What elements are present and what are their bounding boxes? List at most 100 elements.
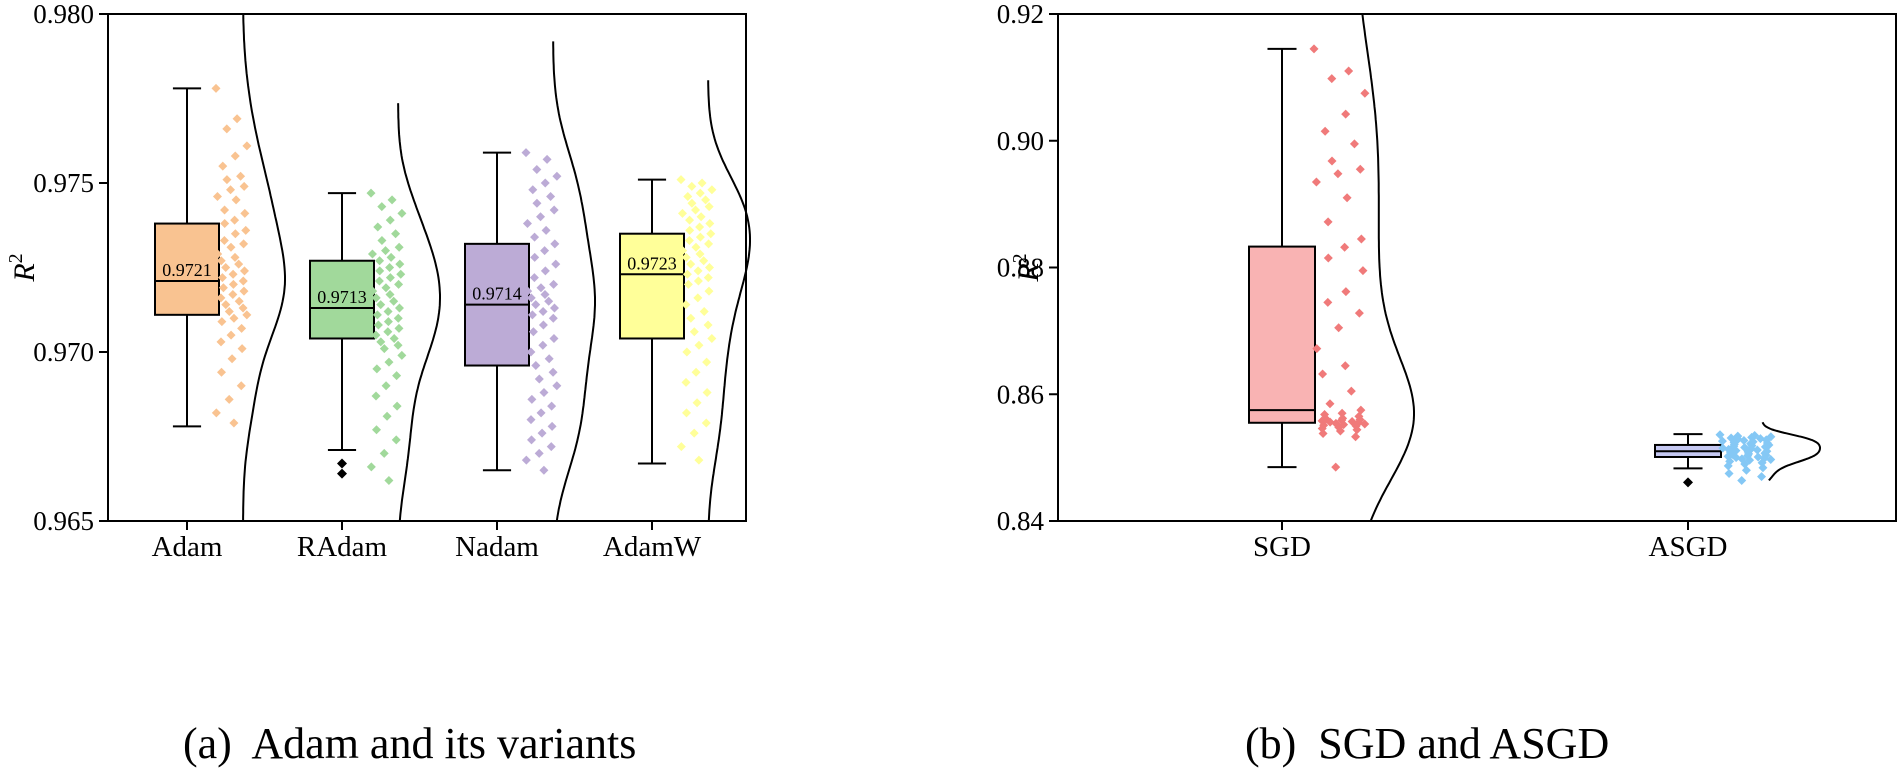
data-point: [220, 205, 230, 215]
data-point: [387, 195, 397, 205]
data-point: [541, 225, 551, 235]
data-point: [1320, 126, 1330, 136]
median-label: 0.9723: [627, 253, 677, 273]
data-point: [1333, 169, 1343, 179]
data-point: [224, 394, 234, 404]
data-point: [686, 259, 696, 269]
data-point: [534, 448, 544, 458]
data-point: [237, 344, 247, 354]
series-adamw: AdamW 0.9723: [603, 80, 751, 563]
data-point: [546, 192, 556, 202]
data-point: [379, 448, 389, 458]
data-point: [216, 293, 226, 303]
data-point: [1335, 426, 1345, 436]
outlier-point: [337, 458, 347, 469]
data-point: [536, 408, 546, 418]
data-point: [521, 455, 531, 465]
density-curve: [1761, 421, 1821, 482]
data-point: [367, 249, 377, 259]
data-point: [238, 276, 248, 286]
y-tick-label: 0.975: [33, 168, 94, 198]
series-nadam: Nadam 0.9714: [455, 41, 596, 563]
data-point: [538, 340, 548, 350]
data-point: [1358, 266, 1368, 276]
data-point: [532, 164, 542, 174]
data-point: [1360, 88, 1370, 98]
data-point: [1327, 156, 1337, 166]
data-point: [1344, 66, 1354, 76]
data-point: [1327, 74, 1337, 84]
data-point: [1342, 193, 1352, 203]
data-point: [396, 269, 406, 279]
data-point: [230, 151, 240, 161]
data-point: [241, 225, 251, 235]
data-point: [234, 296, 244, 306]
y-tick-label: 0.970: [33, 337, 94, 367]
data-point: [1346, 386, 1356, 396]
data-point: [1740, 459, 1750, 469]
data-point: [696, 212, 706, 222]
data-point: [371, 330, 381, 340]
data-point: [694, 340, 704, 350]
y-tick-label: 0.86: [997, 379, 1044, 409]
data-point: [239, 239, 249, 249]
data-point: [372, 364, 382, 374]
y-axis-label: R2: [1009, 253, 1045, 282]
data-point: [701, 418, 711, 428]
data-point: [1337, 408, 1347, 418]
data-point: [531, 300, 541, 310]
data-point: [217, 367, 227, 377]
data-point: [676, 175, 686, 185]
data-point: [705, 219, 715, 229]
x-tick-label: ASGD: [1649, 531, 1728, 563]
data-point: [385, 290, 395, 300]
data-point: [1755, 434, 1765, 444]
data-point: [1318, 369, 1328, 379]
median-label: 0.9713: [317, 287, 367, 307]
data-point: [383, 306, 393, 316]
data-point: [548, 313, 558, 323]
data-point: [678, 246, 688, 256]
y-tick-label: 0.965: [33, 506, 94, 536]
panel-a: 0.965 0.970 0.975 0.980 R2 Adam 0.9721 RAdam 0.9…: [5, 0, 751, 563]
data-point: [1334, 323, 1344, 333]
data-point: [1717, 436, 1727, 446]
data-point: [371, 391, 381, 401]
data-point: [694, 455, 704, 465]
y-tick-label: 0.90: [997, 126, 1044, 156]
data-point: [239, 266, 249, 276]
data-point: [693, 266, 703, 276]
data-point: [1312, 344, 1322, 354]
data-point: [240, 208, 250, 218]
data-point: [548, 367, 558, 377]
data-point: [522, 219, 532, 229]
data-point: [228, 290, 238, 300]
data-point: [226, 185, 236, 195]
data-point: [1331, 462, 1341, 472]
data-point: [384, 357, 394, 367]
data-point: [1753, 452, 1763, 462]
data-point: [1360, 419, 1370, 429]
data-point: [702, 357, 712, 367]
data-point: [374, 276, 384, 286]
data-point: [691, 367, 701, 377]
data-point: [682, 408, 692, 418]
data-point: [381, 381, 391, 391]
data-point: [699, 256, 709, 266]
data-point: [1757, 472, 1767, 482]
data-point: [1354, 308, 1364, 318]
data-point: [538, 320, 548, 330]
data-point: [394, 303, 404, 313]
data-point: [234, 259, 244, 269]
data-point: [551, 259, 561, 269]
data-point: [1323, 297, 1333, 307]
data-point: [677, 208, 687, 218]
data-point: [1724, 468, 1734, 478]
data-point: [218, 161, 228, 171]
box: [154, 222, 220, 316]
data-point: [218, 283, 228, 293]
x-tick-label: SGD: [1253, 531, 1311, 563]
data-point: [236, 381, 246, 391]
data-point: [239, 286, 249, 296]
data-point: [702, 388, 712, 398]
